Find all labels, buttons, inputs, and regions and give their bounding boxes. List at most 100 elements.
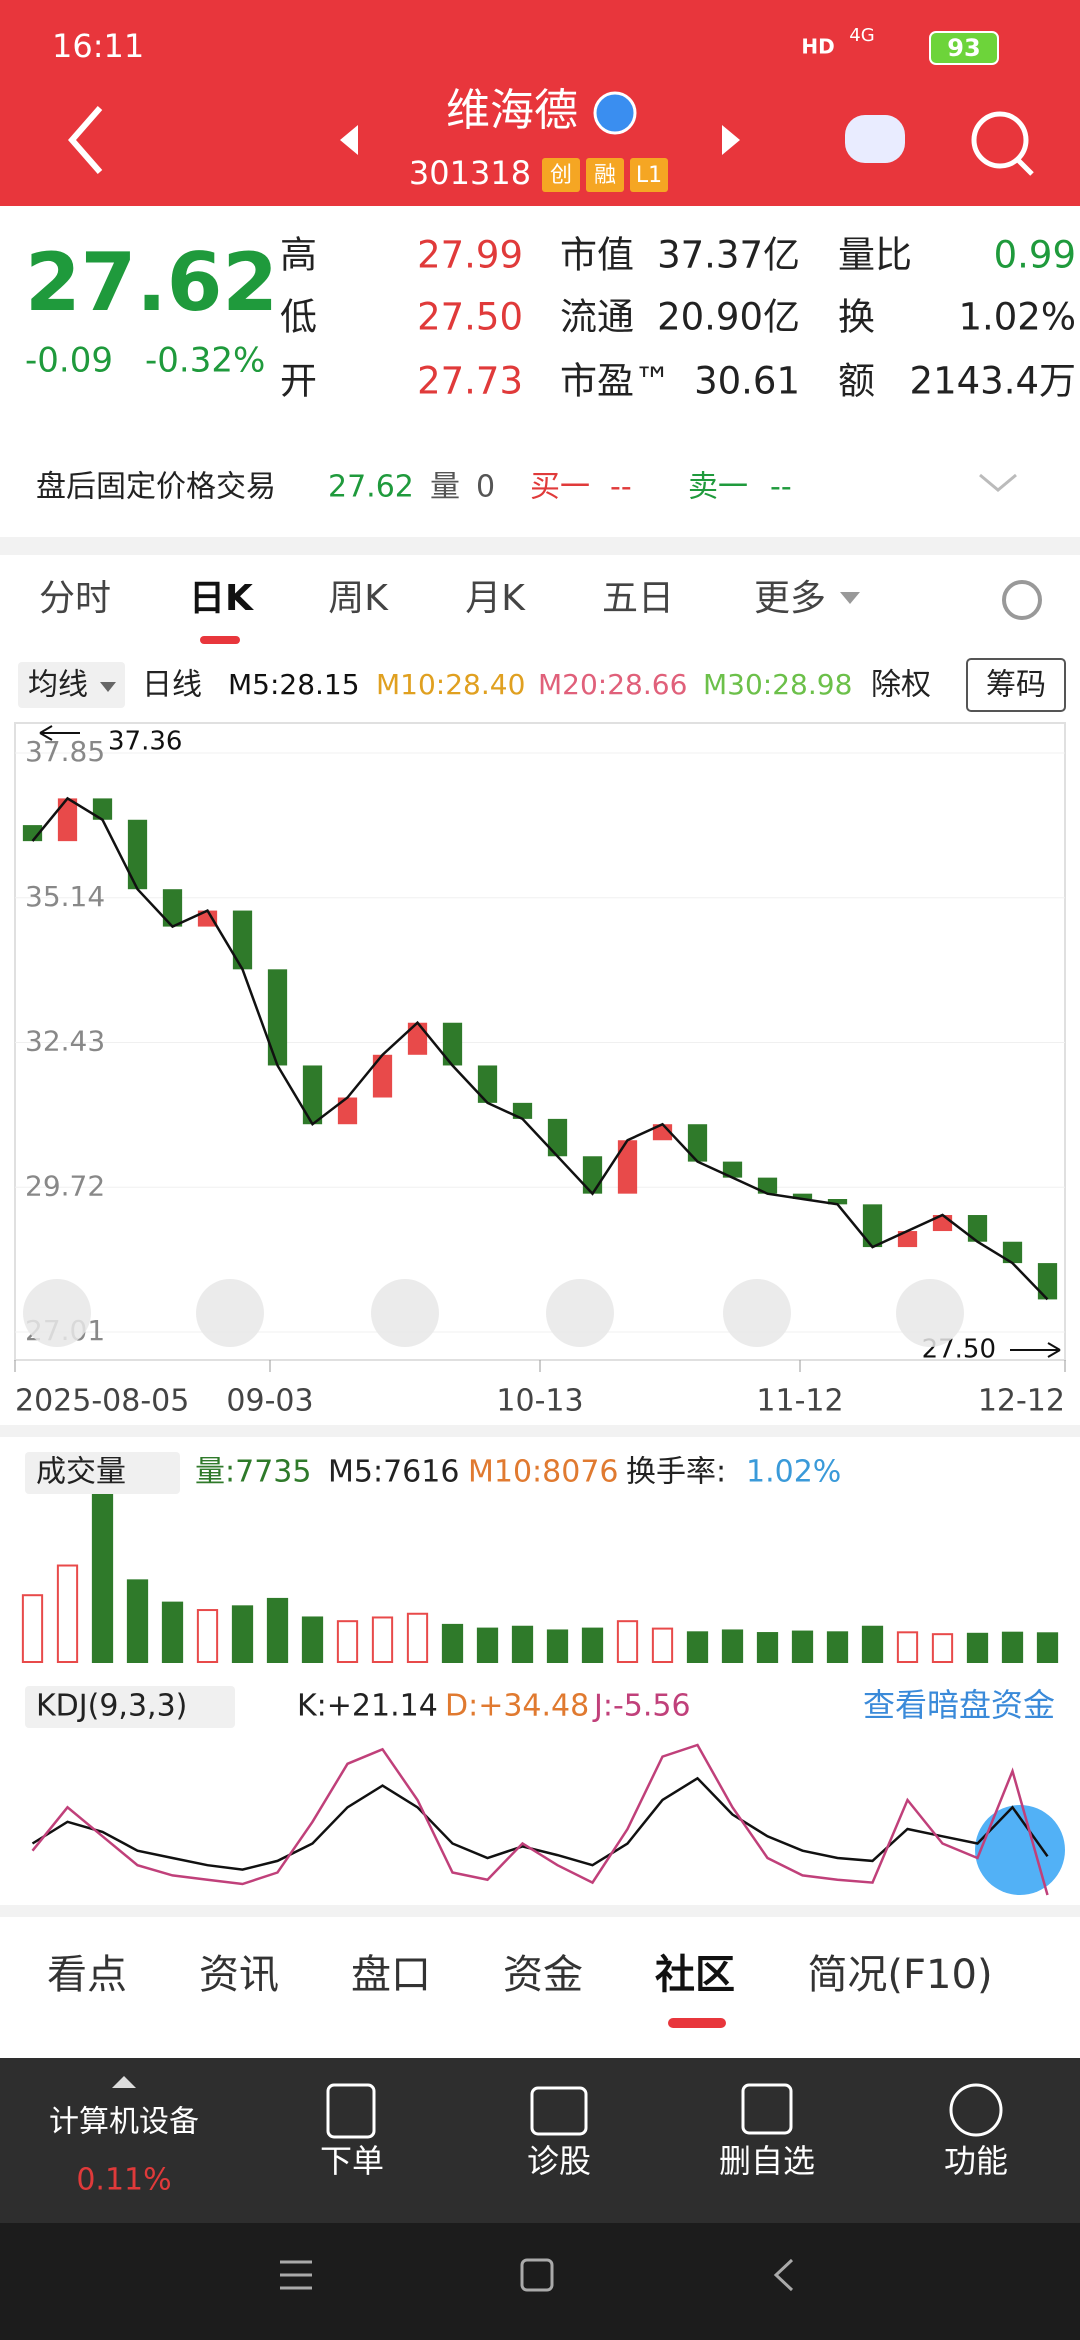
zoom-out[interactable] xyxy=(371,1279,439,1347)
back-key[interactable] xyxy=(773,2258,794,2292)
status-hd: HD xyxy=(801,35,834,59)
search-icon[interactable] xyxy=(971,111,1029,169)
volume-bar xyxy=(1036,1632,1059,1663)
expand-icon[interactable] xyxy=(979,473,1017,492)
stock-code: 301318 xyxy=(409,154,531,192)
info-tab[interactable]: 资金 xyxy=(503,1952,583,1998)
remove-icon[interactable] xyxy=(741,2083,793,2135)
candle xyxy=(372,1054,393,1098)
candle xyxy=(827,1199,848,1205)
candle xyxy=(512,1102,533,1119)
stat-value: 2143.4万 xyxy=(910,360,1076,403)
info-tab[interactable]: 简况(F10) xyxy=(807,1952,992,1998)
nav-item[interactable]: 下单 xyxy=(320,2142,384,2180)
zoom-prev[interactable] xyxy=(23,1279,91,1347)
candle xyxy=(337,1097,358,1125)
order-icon[interactable] xyxy=(326,2083,376,2139)
chart-tab[interactable]: 周K xyxy=(328,578,389,619)
candle xyxy=(477,1065,498,1103)
sector-pct: 0.11% xyxy=(76,2163,171,2198)
diagnose-icon[interactable] xyxy=(530,2086,588,2136)
chart-tab[interactable]: 分时 xyxy=(39,578,111,619)
zoom-in[interactable] xyxy=(196,1279,264,1347)
chip-label[interactable]: 筹码 xyxy=(986,668,1046,703)
volume-bar xyxy=(266,1597,289,1664)
home-key[interactable] xyxy=(520,2258,554,2292)
volume-bar xyxy=(406,1612,429,1664)
volume-bar xyxy=(546,1629,569,1664)
candle xyxy=(162,889,183,927)
dropdown-arrow xyxy=(840,592,860,604)
candle xyxy=(757,1177,778,1194)
stock-tag-label: L1 xyxy=(636,163,662,188)
volume-selector-bg[interactable] xyxy=(25,1452,180,1494)
stat-label: 市值 xyxy=(560,234,634,277)
prev-stock[interactable] xyxy=(340,125,358,155)
turnover-label: 换手率: xyxy=(626,1455,726,1490)
x-tick-label: 11-12 xyxy=(756,1384,843,1419)
info-tab[interactable]: 看点 xyxy=(47,1952,127,1998)
search-icon xyxy=(1016,158,1034,176)
fullscreen[interactable] xyxy=(896,1279,964,1347)
info-tab[interactable]: 资讯 xyxy=(199,1952,279,1998)
high-marker: 37.36 xyxy=(108,727,182,757)
turnover-value: 1.02% xyxy=(746,1455,841,1490)
volume-selector[interactable]: 成交量 xyxy=(36,1455,126,1490)
volume-bar xyxy=(1001,1631,1024,1664)
scroll-left[interactable] xyxy=(546,1279,614,1347)
stat-value: 1.02% xyxy=(958,296,1076,339)
after-hours-price: 27.62 xyxy=(328,470,414,505)
chart-tab[interactable]: 月K xyxy=(465,578,526,619)
dark-pool-link[interactable]: 查看暗盘资金 xyxy=(863,1686,1055,1724)
stock-tag xyxy=(542,158,580,192)
ma-selector[interactable]: 均线 xyxy=(28,668,88,703)
candle xyxy=(862,1204,883,1248)
stat-label: 换 xyxy=(838,296,875,339)
price: 27.62 xyxy=(25,236,278,329)
settings-icon[interactable] xyxy=(1002,580,1042,620)
candle xyxy=(547,1118,568,1157)
scroll-right[interactable] xyxy=(723,1279,791,1347)
sector-arrow xyxy=(112,2076,136,2088)
chip-button[interactable] xyxy=(966,658,1066,712)
chart-tab[interactable]: 更多 xyxy=(754,578,826,619)
volume-bar xyxy=(161,1601,184,1663)
volume-bar xyxy=(196,1609,219,1663)
change: -0.09 xyxy=(25,341,113,381)
robot-icon[interactable] xyxy=(845,115,905,163)
function-icon[interactable] xyxy=(949,2083,1003,2137)
kdj-selector[interactable]: KDJ(9,3,3) xyxy=(36,1689,187,1724)
ma-item: M10:28.40 xyxy=(376,668,525,701)
nav-item[interactable]: 功能 xyxy=(944,2142,1008,2180)
stock-tag-label: 融 xyxy=(594,163,616,188)
back-button[interactable] xyxy=(68,106,103,174)
nav-item[interactable]: 删自选 xyxy=(719,2142,815,2180)
k-label: K:+21.14 xyxy=(297,1689,438,1724)
volume-bar xyxy=(56,1564,79,1663)
kdj-selector-bg[interactable] xyxy=(25,1686,235,1728)
volume-item: M5:7616 xyxy=(328,1455,459,1490)
separator xyxy=(0,1905,1080,1917)
chart-tab[interactable]: 日K xyxy=(189,578,254,619)
adj-label: 除权 xyxy=(871,668,931,703)
next-stock[interactable] xyxy=(722,125,740,155)
info-tab[interactable]: 社区 xyxy=(655,1952,735,1998)
separator xyxy=(0,1425,1080,1437)
candle xyxy=(1037,1263,1058,1300)
y-tick-label: 35.14 xyxy=(25,880,105,913)
after-hours-vol: 0 xyxy=(476,470,495,505)
info-tab[interactable]: 盘口 xyxy=(351,1952,431,1998)
ma-selector-bg[interactable] xyxy=(18,662,125,708)
kdj-k-line xyxy=(31,1776,1049,1871)
stock-name: 维海德 xyxy=(446,85,578,136)
volume-bar xyxy=(336,1620,359,1663)
volume-bar xyxy=(511,1625,534,1663)
chart-tab[interactable]: 五日 xyxy=(602,578,674,619)
candle xyxy=(197,910,218,927)
assistant-bubble[interactable] xyxy=(975,1805,1065,1895)
nav-item[interactable]: 诊股 xyxy=(527,2142,591,2180)
nav-bg xyxy=(0,2058,1080,2223)
candle xyxy=(232,910,253,970)
menu-key[interactable] xyxy=(280,2260,312,2290)
